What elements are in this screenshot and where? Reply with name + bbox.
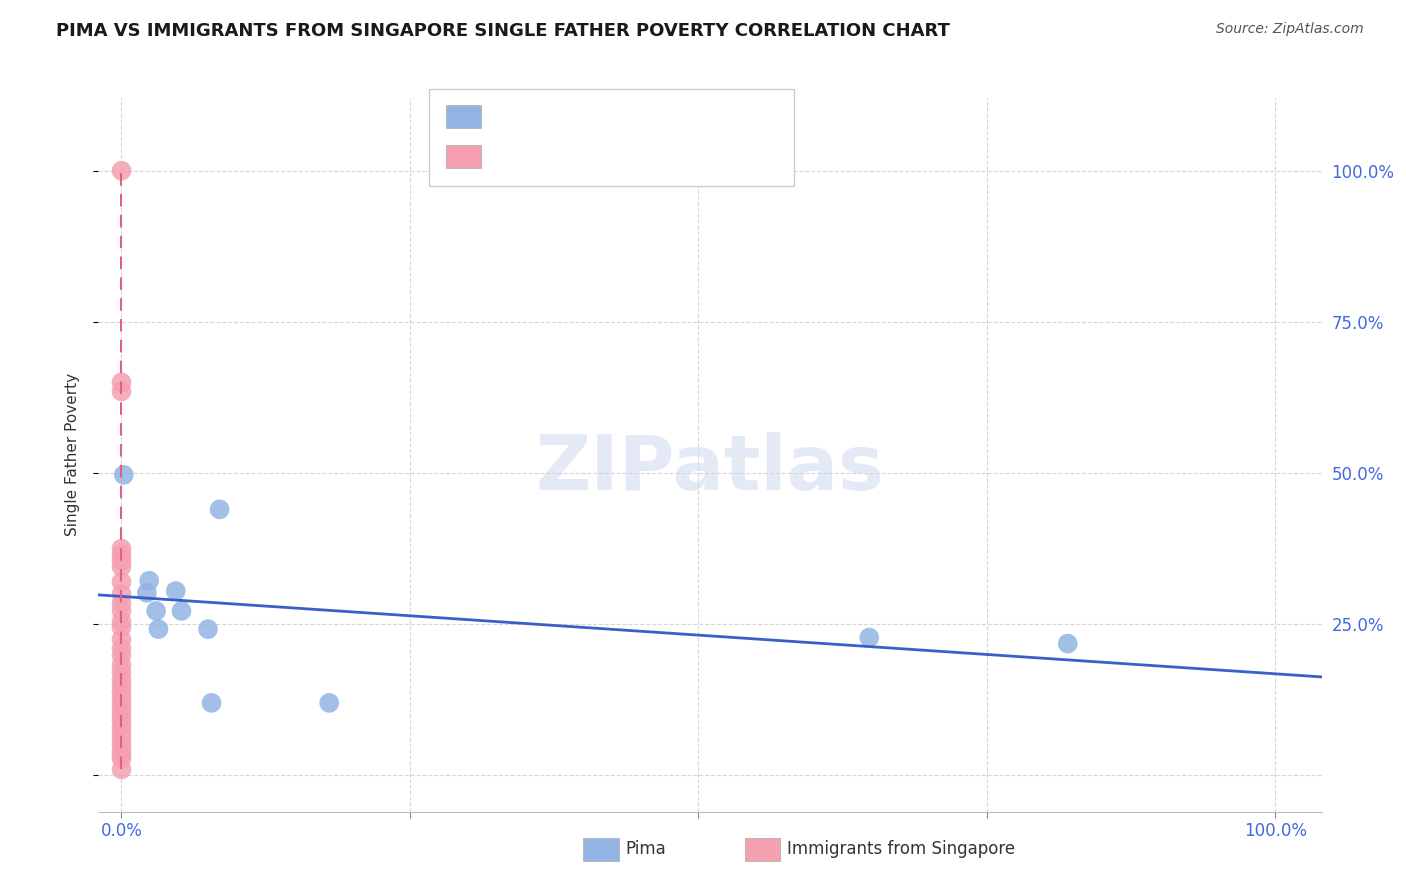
Point bbox=[110, 632, 132, 647]
Point bbox=[110, 726, 132, 740]
Text: 13: 13 bbox=[637, 107, 658, 125]
Point bbox=[110, 574, 132, 589]
Point bbox=[110, 587, 132, 601]
Point bbox=[110, 541, 132, 556]
Point bbox=[165, 584, 187, 599]
Point bbox=[110, 658, 132, 673]
Point bbox=[110, 732, 132, 747]
Point bbox=[197, 622, 219, 636]
Point bbox=[110, 703, 132, 717]
Point bbox=[110, 604, 132, 618]
Point bbox=[200, 696, 222, 710]
Point bbox=[110, 747, 132, 762]
Point bbox=[110, 648, 132, 663]
Point bbox=[110, 738, 132, 752]
Text: PIMA VS IMMIGRANTS FROM SINGAPORE SINGLE FATHER POVERTY CORRELATION CHART: PIMA VS IMMIGRANTS FROM SINGAPORE SINGLE… bbox=[56, 22, 950, 40]
Point bbox=[208, 502, 231, 516]
Text: Source: ZipAtlas.com: Source: ZipAtlas.com bbox=[1216, 22, 1364, 37]
Point bbox=[110, 163, 132, 178]
Text: R =: R = bbox=[489, 107, 526, 125]
Text: -0.160: -0.160 bbox=[530, 107, 583, 125]
Point bbox=[135, 586, 157, 600]
Point bbox=[110, 685, 132, 699]
Text: R =: R = bbox=[489, 147, 526, 165]
Point bbox=[110, 720, 132, 734]
Text: Immigrants from Singapore: Immigrants from Singapore bbox=[787, 840, 1015, 858]
Point bbox=[110, 620, 132, 634]
Y-axis label: Single Father Poverty: Single Father Poverty bbox=[65, 374, 80, 536]
Point bbox=[110, 763, 132, 777]
Text: 34: 34 bbox=[637, 147, 658, 165]
Point bbox=[110, 665, 132, 680]
Point bbox=[110, 596, 132, 610]
Text: 0.549: 0.549 bbox=[530, 147, 578, 165]
Text: Pima: Pima bbox=[626, 840, 666, 858]
Point bbox=[110, 384, 132, 399]
Point bbox=[148, 622, 170, 636]
Point bbox=[110, 714, 132, 728]
Point bbox=[110, 744, 132, 758]
Point bbox=[110, 709, 132, 723]
Point bbox=[110, 691, 132, 706]
Point bbox=[110, 554, 132, 568]
Point bbox=[318, 696, 340, 710]
Point bbox=[145, 604, 167, 618]
Point bbox=[1056, 637, 1078, 651]
Point bbox=[110, 673, 132, 687]
Point bbox=[858, 631, 880, 645]
Text: N =: N = bbox=[598, 147, 634, 165]
Point bbox=[110, 548, 132, 562]
Point bbox=[110, 376, 132, 390]
Text: N =: N = bbox=[598, 107, 634, 125]
Point bbox=[110, 614, 132, 628]
Point bbox=[110, 697, 132, 711]
Point bbox=[110, 751, 132, 765]
Point bbox=[110, 641, 132, 656]
Point bbox=[110, 559, 132, 574]
Point bbox=[170, 604, 193, 618]
Text: ZIPatlas: ZIPatlas bbox=[536, 433, 884, 506]
Point bbox=[138, 574, 160, 588]
Point bbox=[110, 679, 132, 693]
Point bbox=[112, 467, 135, 482]
